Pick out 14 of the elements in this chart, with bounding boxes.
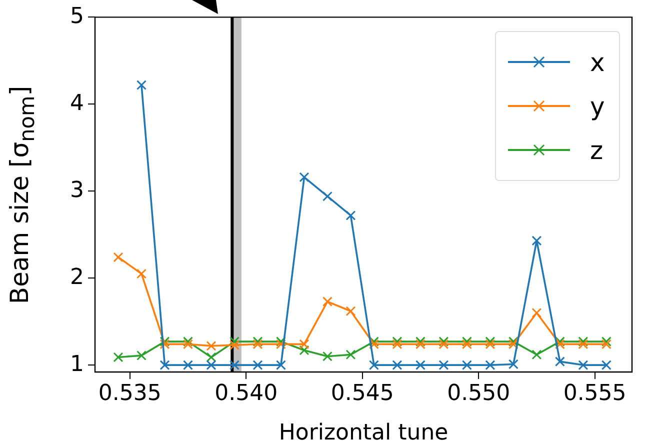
x-tick-label: 0.540 — [214, 380, 278, 406]
x-tick-label: 0.535 — [98, 380, 162, 406]
x-tick-label: 0.550 — [447, 380, 510, 406]
y-tick-label: 4 — [70, 90, 84, 116]
y-tick-label: 1 — [70, 352, 84, 377]
y-tick-label: 3 — [70, 178, 84, 203]
legend-label: z — [590, 136, 604, 165]
x-tick-label: 0.545 — [330, 380, 394, 406]
y-tick-label: 2 — [70, 264, 84, 290]
x-tick-label: 0.555 — [563, 380, 626, 406]
legend-label: x — [590, 48, 605, 77]
x-axis-title: Horizontal tune — [278, 420, 448, 446]
legend-label: y — [590, 92, 605, 121]
y-tick-label: 5 — [70, 4, 84, 29]
